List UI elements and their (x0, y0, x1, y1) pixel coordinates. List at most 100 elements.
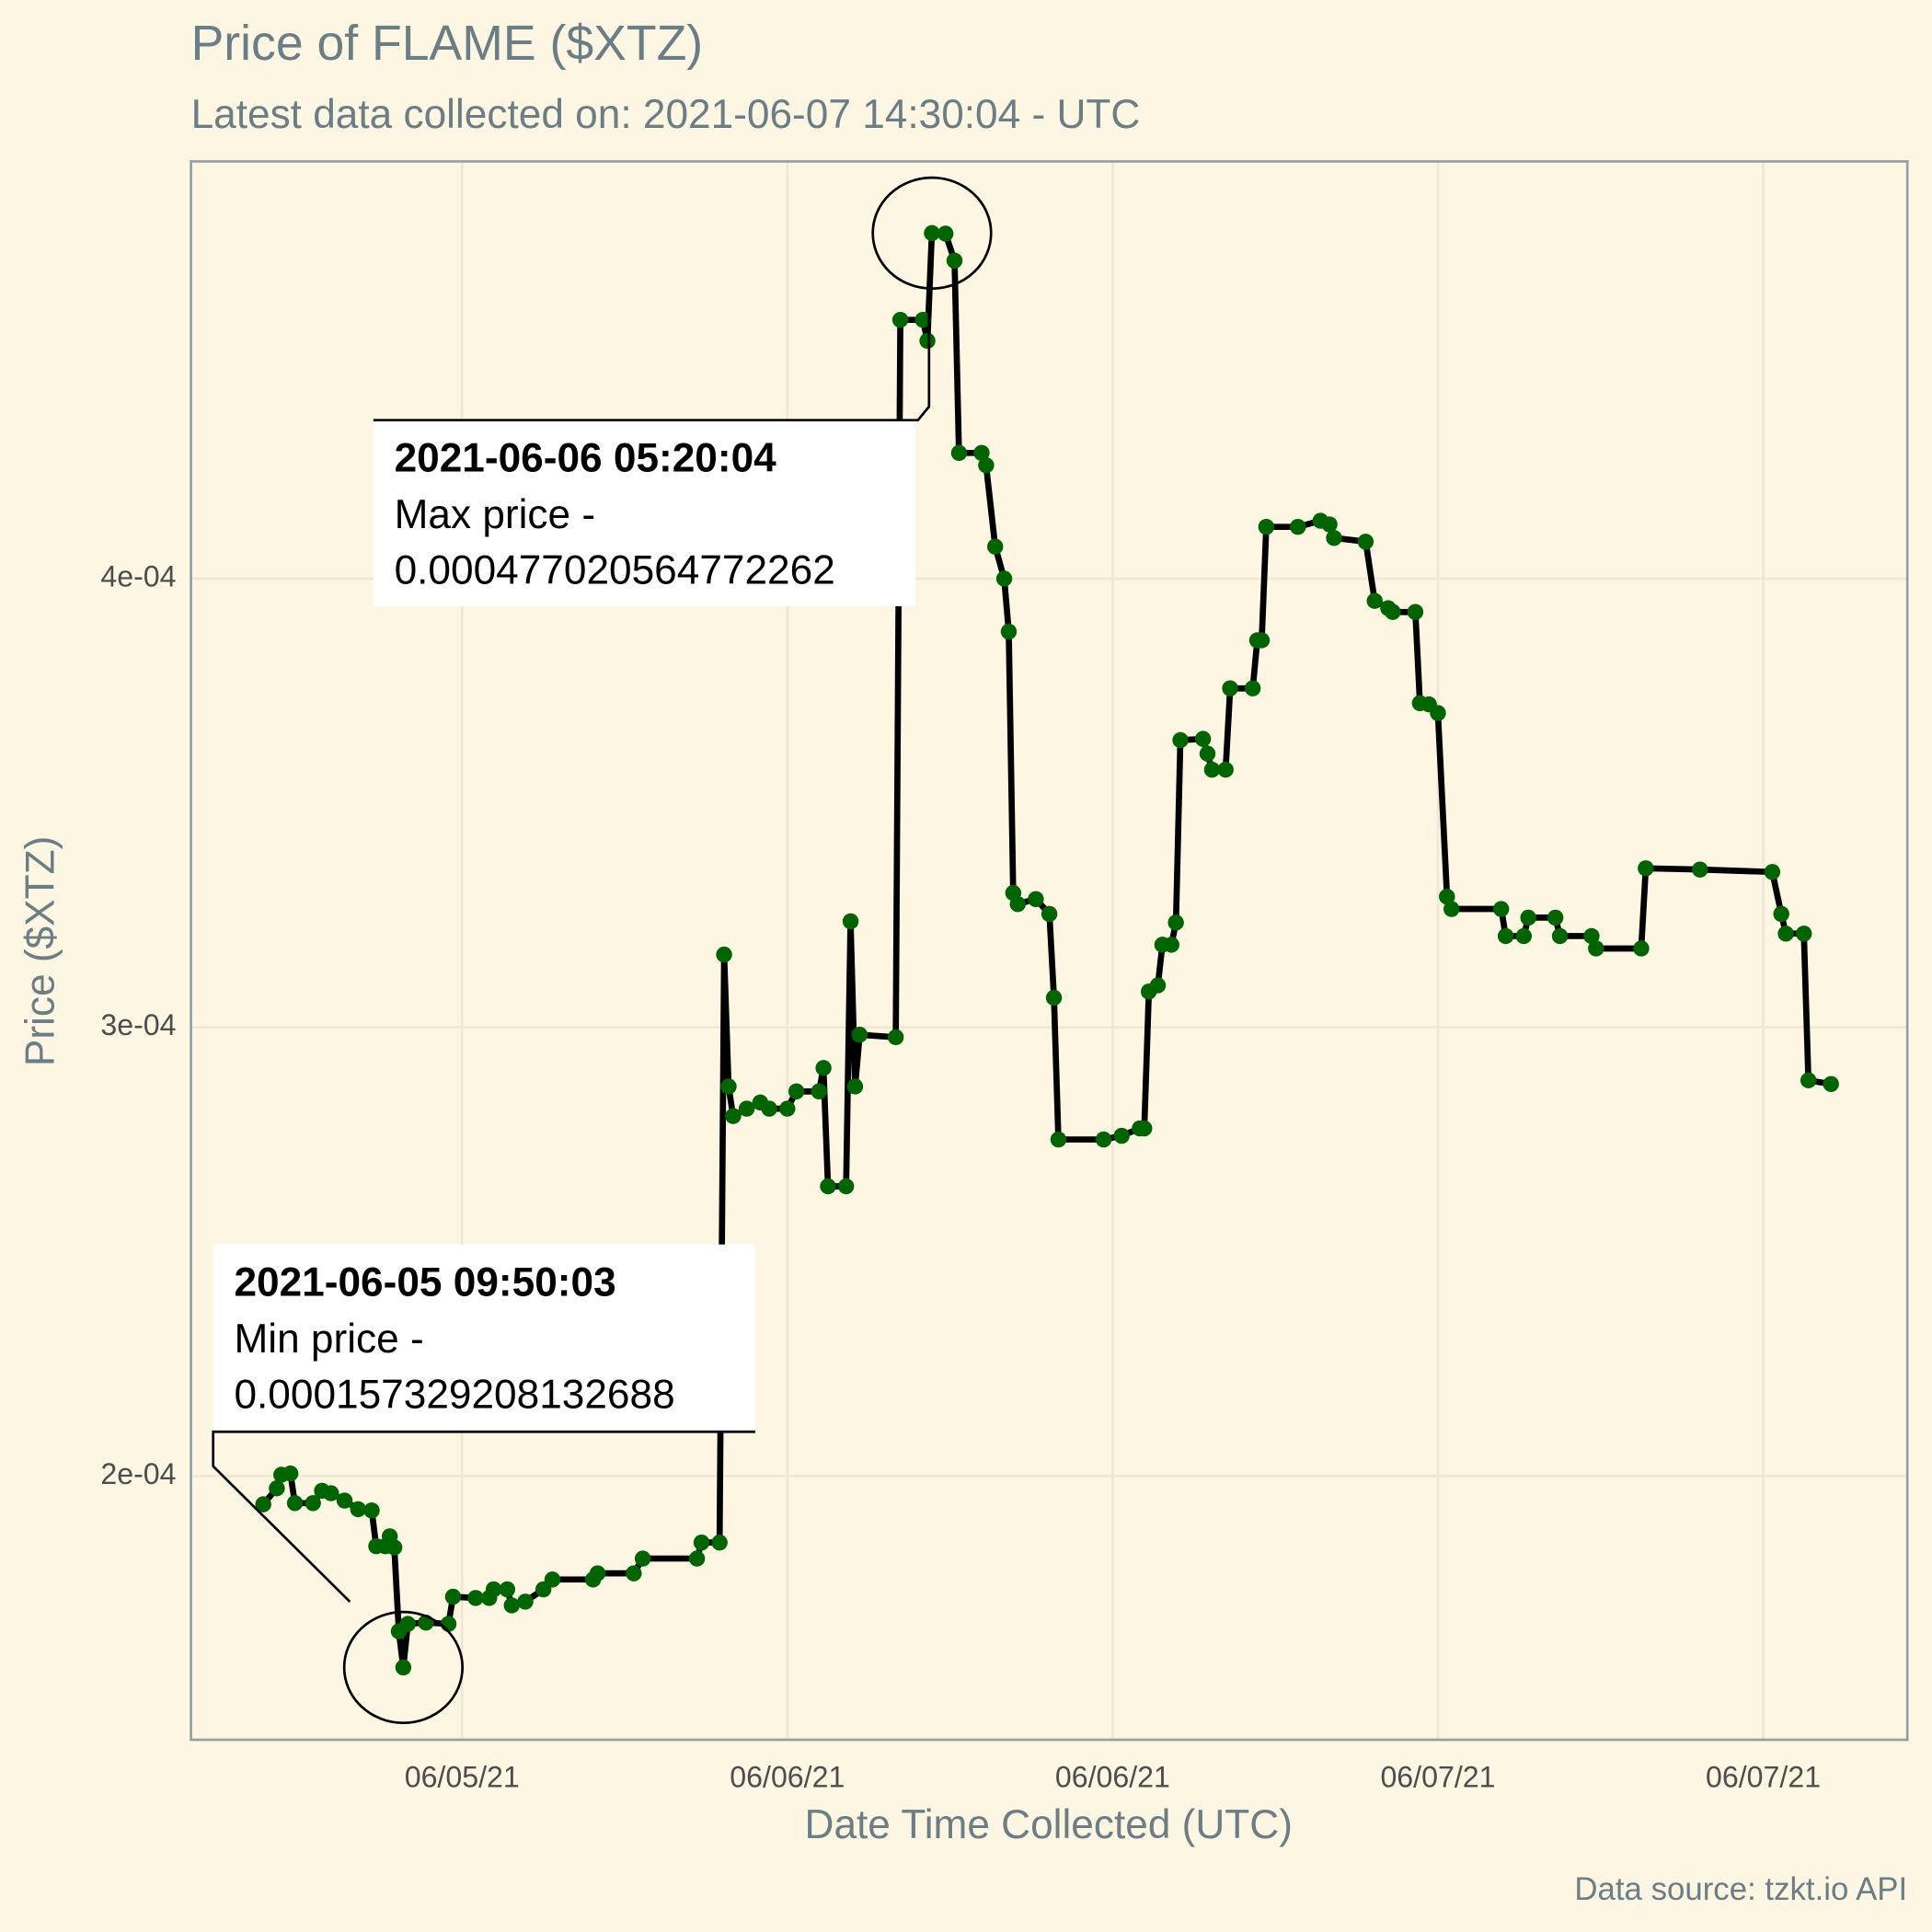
x-tick-label: 06/05/21 (405, 1760, 520, 1793)
price-point (688, 1550, 706, 1567)
price-point (363, 1502, 380, 1519)
price-point (282, 1465, 299, 1482)
price-point (1692, 861, 1708, 878)
price-point (950, 444, 968, 462)
price-point (842, 913, 859, 930)
annotation-title: 2021-06-06 05:20:04 (395, 436, 777, 481)
price-point (693, 1534, 710, 1551)
price-point (788, 1083, 805, 1100)
price-point (1199, 745, 1216, 762)
price-point (350, 1501, 366, 1518)
y-tick-label: 3e-04 (100, 1008, 176, 1041)
price-point (269, 1480, 285, 1497)
x-tick-label: 06/06/21 (730, 1760, 845, 1793)
price-point (467, 1590, 484, 1606)
annotation-box (213, 1244, 755, 1432)
price-point (499, 1581, 516, 1598)
y-axis-title: Price ($XTZ) (18, 836, 63, 1066)
price-point (887, 1029, 904, 1046)
price-point (1136, 1120, 1153, 1137)
price-point (544, 1571, 561, 1588)
price-point (1253, 632, 1271, 649)
price-point (399, 1616, 417, 1632)
price-point (626, 1565, 642, 1581)
price-point (1633, 940, 1650, 957)
price-point (1551, 927, 1569, 945)
x-tick-label: 06/07/21 (1706, 1760, 1821, 1793)
price-point (1385, 604, 1401, 620)
x-tick-label: 06/07/21 (1380, 1760, 1495, 1793)
price-point (891, 311, 909, 328)
price-point (973, 444, 990, 462)
price-point (1167, 914, 1184, 931)
price-point (1407, 604, 1424, 620)
price-point (1497, 927, 1514, 945)
price-point (440, 1616, 457, 1632)
annotation-title: 2021-06-05 09:50:03 (234, 1260, 615, 1305)
price-point (503, 1597, 520, 1614)
x-axis-title: Date Time Collected (UTC) (805, 1802, 1293, 1847)
price-point (851, 1026, 868, 1043)
price-point (1258, 518, 1275, 535)
annotation-text: Max price - (395, 492, 596, 537)
price-point (485, 1581, 502, 1598)
price-point (837, 1178, 855, 1195)
price-point (914, 311, 931, 328)
price-point (336, 1492, 353, 1509)
price-point (323, 1485, 339, 1501)
chart-subtitle: Latest data collected on: 2021-06-07 14:… (191, 92, 1141, 137)
price-point (1430, 705, 1446, 721)
y-tick-label: 4e-04 (100, 559, 176, 592)
annotation-connector (373, 289, 931, 422)
price-point (1149, 977, 1167, 994)
price-point (1290, 518, 1306, 535)
price-point (1326, 530, 1342, 546)
price-point (987, 538, 1004, 555)
annotation-circle (342, 1610, 465, 1725)
price-point (1172, 731, 1189, 749)
price-point (1796, 926, 1812, 942)
annotation-text: Min price - (234, 1317, 423, 1362)
price-point (1520, 909, 1536, 926)
price-point (820, 1178, 836, 1195)
price-point (1028, 891, 1044, 908)
price-point (738, 1100, 755, 1117)
price-point (1050, 1131, 1067, 1148)
price-point (1773, 905, 1789, 923)
price-point (589, 1565, 606, 1581)
price-point (1777, 926, 1794, 942)
price-point (1244, 680, 1261, 696)
price-point (761, 1100, 777, 1117)
price-point (1222, 680, 1238, 696)
price-point (811, 1083, 827, 1100)
price-point (385, 1539, 403, 1556)
price-point (846, 1078, 864, 1095)
price-point (1823, 1075, 1839, 1092)
annotation-text: 0.000157329208132688 (234, 1372, 674, 1417)
price-point (1583, 927, 1600, 945)
price-point (1203, 761, 1221, 778)
panel-border (190, 160, 1909, 1742)
price-point (1588, 940, 1604, 957)
price-point (634, 1550, 651, 1567)
price-point (1217, 761, 1234, 778)
price-point (937, 225, 954, 242)
price-point (1000, 623, 1018, 640)
price-point (1515, 927, 1532, 945)
price-point (1163, 937, 1179, 953)
annotation-connector (212, 1430, 755, 1604)
chart-title: Price of FLAME ($XTZ) (191, 17, 704, 71)
annotation-box (373, 420, 916, 606)
caption: Data source: tzkt.io API (1574, 1871, 1907, 1907)
price-point (1045, 989, 1063, 1006)
price-point (1764, 864, 1781, 880)
price-point (1357, 534, 1374, 550)
price-point (1443, 901, 1460, 917)
price-point (1493, 901, 1510, 917)
x-tick-label: 06/06/21 (1055, 1760, 1170, 1793)
y-tick-label: 2e-04 (100, 1457, 176, 1490)
price-point (1366, 592, 1383, 609)
price-point (1547, 909, 1564, 926)
